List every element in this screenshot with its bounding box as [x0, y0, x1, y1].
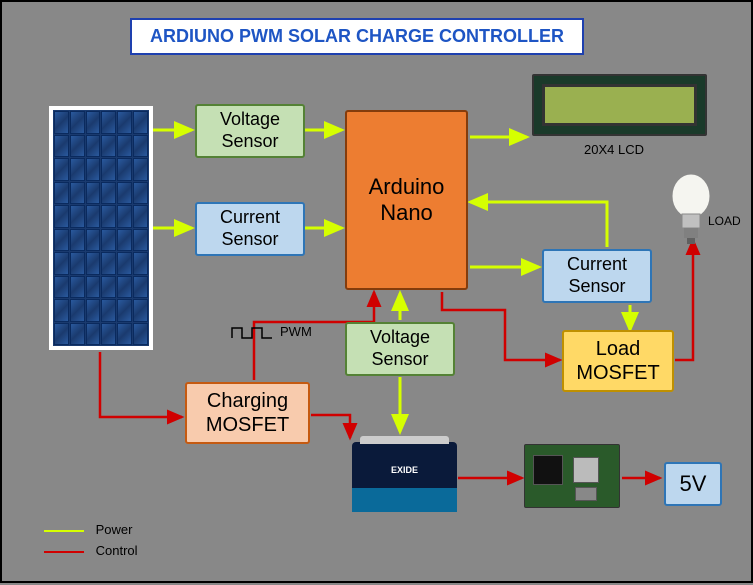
- control-wire: [675, 240, 693, 360]
- load-label: LOAD: [708, 214, 741, 228]
- charging-mosfet-node: Charging MOSFET: [185, 382, 310, 444]
- five-v-node: 5V: [664, 462, 722, 506]
- load-mosfet-node: Load MOSFET: [562, 330, 674, 392]
- control-wire: [311, 415, 350, 438]
- legend: Power Control: [44, 522, 138, 558]
- legend-control-swatch: [44, 551, 84, 553]
- legend-power-label: Power: [96, 522, 133, 537]
- voltage-sensor-2-node: Voltage Sensor: [345, 322, 455, 376]
- pwm-label: PWM: [280, 324, 312, 339]
- lcd-display-icon: [532, 74, 707, 136]
- page-title: ARDIUNO PWM SOLAR CHARGE CONTROLLER: [130, 18, 584, 55]
- legend-power: Power: [44, 522, 138, 537]
- solar-panel-icon: [49, 106, 153, 350]
- arduino-node: Arduino Nano: [345, 110, 468, 290]
- legend-power-swatch: [44, 530, 84, 532]
- control-wire: [100, 352, 182, 417]
- voltage-sensor-1-node: Voltage Sensor: [195, 104, 305, 158]
- current-sensor-1-node: Current Sensor: [195, 202, 305, 256]
- legend-control: Control: [44, 543, 138, 558]
- lightbulb-icon: [667, 174, 715, 249]
- lcd-screen: [542, 84, 697, 126]
- battery-icon: EXIDE: [352, 442, 457, 512]
- title-text: ARDIUNO PWM SOLAR CHARGE CONTROLLER: [150, 26, 564, 46]
- current-sensor-2-node: Current Sensor: [542, 249, 652, 303]
- power-wire: [470, 202, 607, 247]
- legend-control-label: Control: [96, 543, 138, 558]
- buck-converter-icon: [524, 444, 620, 508]
- pwm-wave-icon: [230, 324, 276, 346]
- lcd-label: 20X4 LCD: [584, 142, 644, 157]
- battery-brand: EXIDE: [391, 465, 418, 475]
